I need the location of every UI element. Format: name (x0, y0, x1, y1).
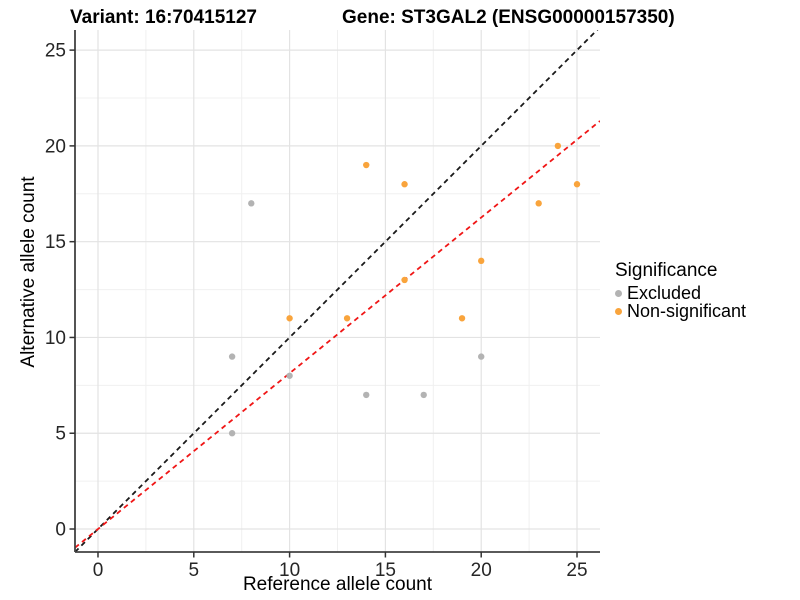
legend-items: Excluded Non-significant (615, 282, 747, 321)
point-excluded (363, 391, 370, 399)
point-non-significant (286, 315, 293, 322)
point-excluded (478, 353, 485, 360)
legend-title: Significance (615, 260, 718, 281)
x-tick-label: 5 (189, 560, 200, 581)
y-tick-label: 10 (45, 328, 66, 349)
x-tick-label: 25 (566, 560, 587, 581)
point-non-significant (478, 257, 485, 265)
point-non-significant (554, 142, 562, 150)
point-non-significant (458, 315, 466, 322)
point-non-significant (363, 161, 370, 169)
legend-item-label: Non-significant (627, 300, 747, 321)
y-tick-label: 25 (45, 41, 66, 62)
point-non-significant (401, 276, 408, 284)
legend-item: Excluded (615, 282, 746, 303)
x-tick-label: 10 (279, 560, 300, 581)
point-excluded (286, 372, 293, 379)
point-excluded (228, 353, 236, 360)
y-axis-title: Alternative allele count (18, 176, 39, 368)
legend-dot-icon (615, 307, 622, 315)
x-axis-title: Reference allele count (242, 574, 433, 595)
x-tick-label: 15 (375, 560, 396, 581)
x-tick-label: 0 (93, 560, 104, 581)
legend-dot-icon (615, 289, 622, 297)
legend-item: Non-significant (615, 300, 747, 321)
y-tick-label: 5 (55, 424, 66, 445)
point-non-significant (535, 200, 542, 207)
variant-title: Variant: 16:70415127 (70, 7, 257, 28)
legend-item-label: Excluded (627, 282, 702, 303)
point-non-significant (573, 181, 581, 188)
point-non-significant (343, 315, 351, 322)
point-excluded (248, 200, 255, 207)
legend: Significance Excluded Non-significant (615, 260, 747, 321)
y-tick-label: 20 (45, 136, 66, 157)
y-tick-label: 0 (55, 520, 66, 541)
y-tick-label: 15 (45, 232, 66, 253)
point-non-significant (401, 181, 408, 188)
gene-title: Gene: ST3GAL2 (ENSG00000157350) (342, 7, 675, 28)
point-excluded (228, 430, 236, 437)
point-excluded (420, 391, 427, 399)
x-tick-label: 20 (471, 560, 492, 581)
identity-line (75, 30, 599, 552)
regression-line (75, 120, 600, 549)
